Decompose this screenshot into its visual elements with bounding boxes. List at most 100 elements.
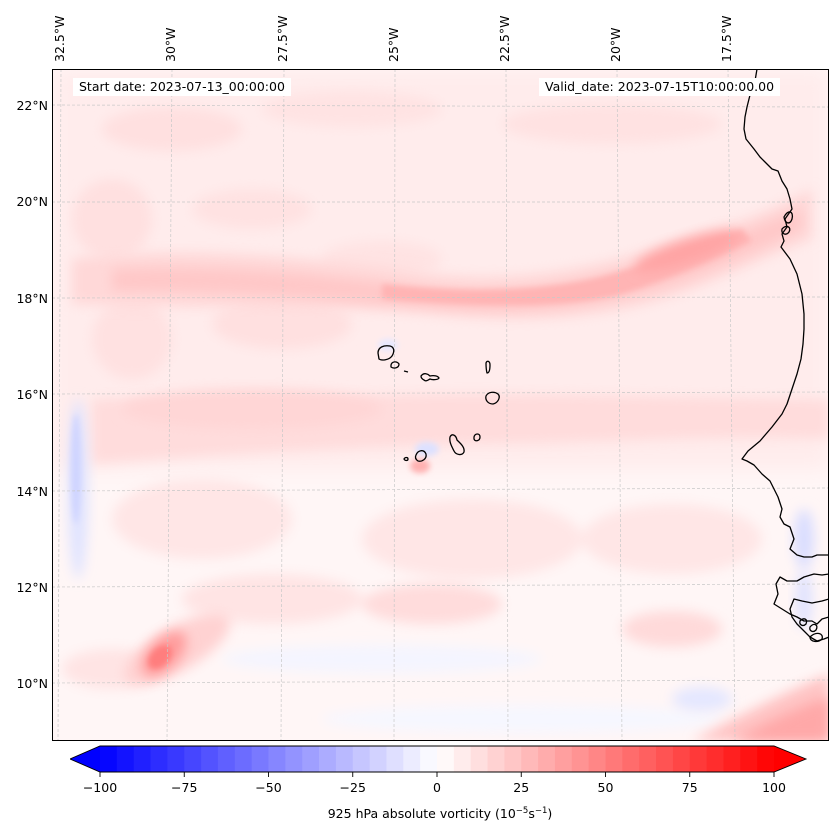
- colorbar: [70, 745, 808, 777]
- colorbar-bin: [386, 746, 404, 772]
- island-sao-vicente: [390, 361, 400, 369]
- coastline-west-africa: [741, 69, 829, 558]
- island-fogo: [414, 450, 427, 462]
- colorbar-bin: [504, 746, 522, 772]
- colorbar-bin: [285, 746, 303, 772]
- colorbar-bin: [470, 746, 489, 772]
- colorbar-bin: [521, 746, 539, 772]
- field-mid-band: [92, 389, 829, 464]
- gridline-lat-14n: [52, 487, 829, 492]
- colorbar-tick-label: 100: [762, 780, 786, 795]
- colorbar-bin: [335, 746, 354, 772]
- colorbar-bin: [538, 746, 556, 772]
- colorbar-bin: [740, 746, 758, 772]
- start-date-label: Start date: 2023-07-13_00:00:00: [73, 78, 291, 96]
- lon-label-30w: 30°W: [163, 27, 178, 62]
- colorbar-bin: [150, 746, 168, 772]
- colorbar-bin: [201, 746, 219, 772]
- gridlines: [52, 69, 829, 741]
- island-santo-antao: [377, 345, 395, 361]
- colorbar-bin: [689, 746, 708, 772]
- colorbar-bin: [588, 746, 607, 772]
- colorbar-bin: [622, 746, 640, 772]
- lat-label-12n: 12°N: [16, 580, 48, 595]
- gridline-lon-32-5w: [57, 69, 62, 741]
- coastline-arguin-islands-2: [781, 225, 791, 235]
- colorbar-bin: [352, 746, 371, 772]
- colorbar-tick-label: 50: [597, 780, 614, 795]
- island-sal: [485, 360, 491, 374]
- colorbar-bin: [133, 746, 152, 772]
- lon-label-17-5w: 17.5°W: [719, 15, 734, 62]
- colorbar-bin: [100, 746, 118, 772]
- colorbar-label: 925 hPa absolute vorticity (10−5s−1): [327, 806, 553, 821]
- colorbar-tick-label: 75: [681, 780, 698, 795]
- field-vortex-max: [123, 613, 231, 685]
- colorbar-bin: [656, 746, 674, 772]
- colorbar-bin: [319, 746, 337, 772]
- colorbar-bin: [757, 746, 775, 772]
- lat-label-14n: 14°N: [16, 484, 48, 499]
- colorbar-bin: [420, 746, 438, 772]
- gridline-lon-20w: [616, 69, 623, 741]
- island-sao-nicolau: [420, 373, 440, 382]
- colorbar-bin: [251, 746, 270, 772]
- field-north-blobs: [72, 91, 722, 379]
- island-santa-luzia: [403, 370, 409, 373]
- field-island-positive: [410, 459, 430, 473]
- colorbar-bin: [167, 746, 185, 772]
- colorbar-bin: [605, 746, 623, 772]
- colorbar-bin: [706, 746, 725, 772]
- colorbar-bin: [234, 746, 253, 772]
- colorbar-tick-label: 25: [513, 780, 530, 795]
- colorbar-bin: [554, 746, 573, 772]
- gridline-lat-18n: [52, 296, 829, 299]
- island-maio: [473, 433, 481, 442]
- lat-label-10n: 10°N: [16, 676, 48, 691]
- coastlines: [377, 69, 829, 643]
- valid-date-label: Valid_date: 2023-07-15T10:00:00.00: [539, 78, 781, 96]
- map-frame: [52, 69, 829, 741]
- colorbar-bin: [369, 746, 388, 772]
- gridline-lat-22n: [52, 104, 829, 108]
- gridline-lon-22-5w: [505, 69, 509, 741]
- colorbar-bin: [571, 746, 590, 772]
- coastline-bijagos-3: [809, 632, 823, 643]
- colorbar-extend-min: [70, 746, 100, 772]
- colorbar-tick-label: −75: [171, 780, 198, 795]
- colorbar-bin: [116, 746, 135, 772]
- lat-label-18n: 18°N: [16, 291, 48, 306]
- coastline-arguin-islands: [783, 211, 794, 224]
- colorbar-bin: [672, 746, 691, 772]
- coastline-bijagos-2: [809, 623, 818, 633]
- colorbar-bin: [302, 746, 320, 772]
- map-panel: [52, 69, 829, 741]
- vorticity-field: [52, 69, 829, 741]
- field-negative-regions: [68, 339, 814, 733]
- colorbar-bin: [437, 746, 455, 772]
- field-south-blobs: [62, 479, 762, 689]
- lon-label-27-5w: 27.5°W: [275, 15, 290, 62]
- lat-label-16n: 16°N: [16, 387, 48, 402]
- gridline-lon-30w: [166, 69, 173, 741]
- coastline-gambia-senegal: [773, 573, 829, 625]
- lon-label-20w: 20°W: [608, 27, 623, 62]
- colorbar-bin: [487, 746, 505, 772]
- colorbar-bin: [217, 746, 236, 772]
- gridline-lon-17-5w: [727, 69, 736, 741]
- field-southeast-band: [692, 674, 829, 741]
- gridline-lat-12n: [52, 583, 829, 588]
- lon-label-22-5w: 22.5°W: [497, 15, 512, 62]
- colorbar-bin: [723, 746, 741, 772]
- gridline-lon-27-5w: [280, 69, 285, 741]
- colorbar-tick-label: 0: [433, 780, 441, 795]
- colorbar-extend-max: [774, 746, 806, 772]
- colorbar-tick-label: −100: [82, 780, 118, 795]
- colorbar-tick-label: −50: [255, 780, 282, 795]
- island-boa-vista: [485, 391, 500, 405]
- lon-label-25w: 25°W: [386, 27, 401, 62]
- colorbar-bin: [184, 746, 202, 772]
- colorbar-bin: [403, 746, 421, 772]
- colorbar-tick-label: −25: [339, 780, 366, 795]
- coastline-bijagos-1: [799, 618, 808, 627]
